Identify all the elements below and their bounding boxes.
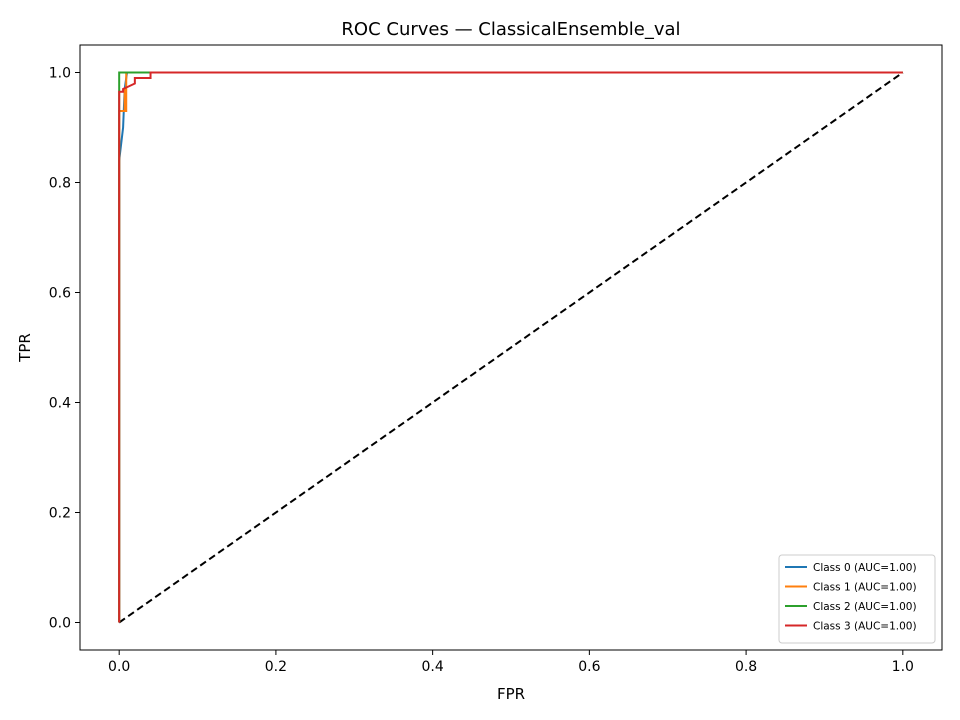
y-axis-label: TPR	[16, 333, 34, 363]
x-tick-label: 0.0	[108, 659, 130, 675]
x-tick-label: 0.8	[735, 659, 757, 675]
legend-label-class-0: Class 0 (AUC=1.00)	[813, 562, 917, 574]
x-tick-label: 0.6	[578, 659, 600, 675]
plot-frame	[79, 44, 943, 651]
reference-diagonal-line	[118, 71, 904, 624]
y-tick-label: 0.4	[49, 396, 71, 412]
x-tick-label: 1.0	[892, 659, 914, 675]
y-tick-label: 0.2	[49, 506, 71, 522]
plot-area	[118, 71, 904, 624]
axis-ticks: 0.0 0.2 0.4 0.6 0.8 1.0 0.0 0.2 0.4 0.6 0.8 1.0	[49, 66, 914, 676]
y-tick-label: 0.0	[49, 616, 71, 632]
x-axis-label: FPR	[497, 685, 525, 703]
legend-label-class-3: Class 3 (AUC=1.00)	[813, 621, 917, 633]
chart-title: ROC Curves — ClassicalEnsemble_val	[341, 19, 680, 40]
y-tick-label: 0.6	[49, 286, 71, 302]
y-tick-label: 1.0	[49, 66, 71, 82]
series-line-class-3	[118, 71, 903, 623]
legend-box	[778, 554, 936, 644]
x-tick-label: 0.4	[422, 659, 444, 675]
legend-label-class-1: Class 1 (AUC=1.00)	[813, 582, 917, 594]
x-tick-label: 0.2	[265, 659, 287, 675]
y-tick-label: 0.8	[49, 176, 71, 192]
legend: Class 0 (AUC=1.00) Class 1 (AUC=1.00) Clas…	[778, 554, 936, 644]
legend-label-class-2: Class 2 (AUC=1.00)	[813, 601, 917, 613]
